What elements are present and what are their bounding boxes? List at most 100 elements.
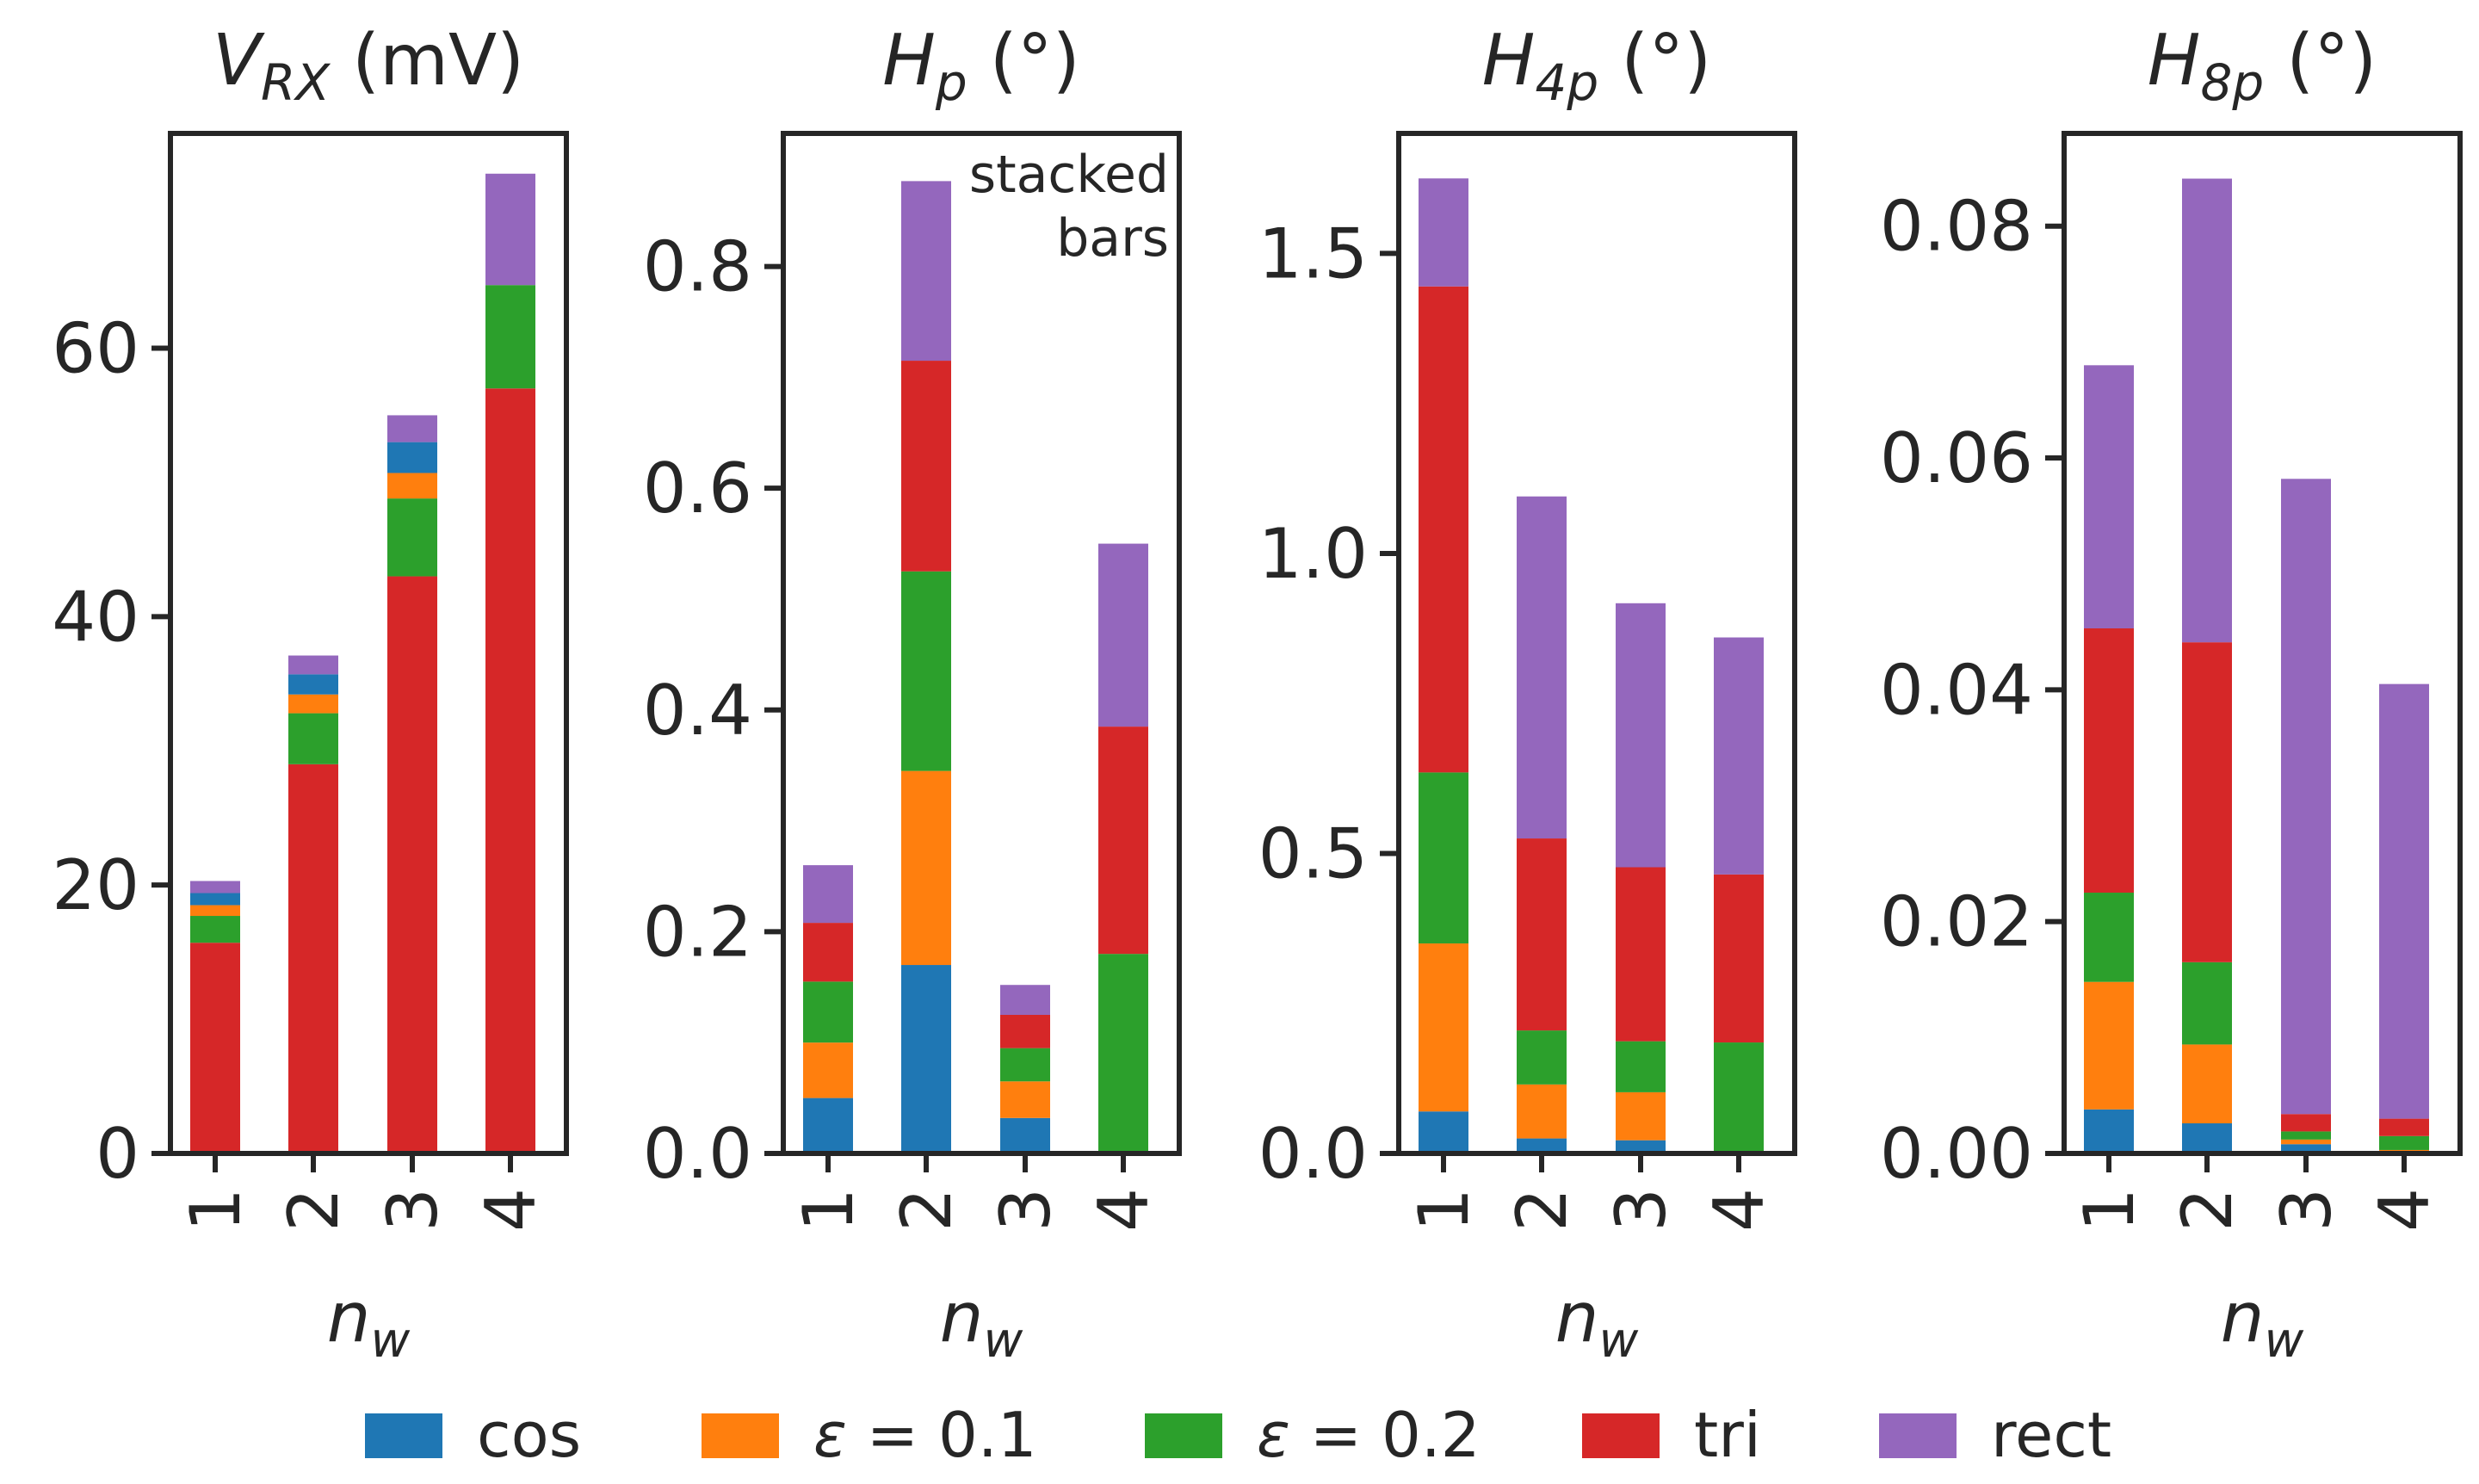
y-tick-label: 0.06 xyxy=(1880,418,2033,498)
bar-tri-n4 xyxy=(1098,727,1148,955)
x-tick-label: 3 xyxy=(1601,1188,1681,1232)
bar-tri-n4 xyxy=(485,388,535,1153)
bar-rect-n1 xyxy=(803,865,853,924)
bar-eps02-n4 xyxy=(1714,1042,1764,1153)
x-tick-label: 1 xyxy=(176,1188,256,1232)
bar-cos-n1 xyxy=(190,893,240,906)
axes-frame xyxy=(1396,131,1797,1156)
bar-cos-n2 xyxy=(2182,1122,2232,1153)
x-tick-label: 4 xyxy=(1084,1188,1164,1232)
bar-tri-n3 xyxy=(387,576,437,1153)
legend-label-rect: rect xyxy=(1991,1399,2111,1471)
bar-eps01-n1 xyxy=(2084,981,2134,1110)
bar-eps01-n3 xyxy=(387,473,437,499)
y-tick-label: 0.0 xyxy=(1258,1114,1368,1194)
bar-eps02-n1 xyxy=(190,916,240,943)
bar-tri-n1 xyxy=(803,923,853,982)
y-tick-label: 0.08 xyxy=(1880,187,2033,267)
bar-tri-n4 xyxy=(1714,874,1764,1043)
bar-cos-n2 xyxy=(288,674,338,695)
x-axis-label: nw xyxy=(327,1277,411,1369)
annotation-text: stacked xyxy=(969,145,1169,205)
bar-cos-n1 xyxy=(803,1098,853,1153)
legend-swatch-eps01 xyxy=(702,1413,779,1458)
x-tick-label: 4 xyxy=(2365,1188,2445,1232)
bar-eps01-n3 xyxy=(1000,1081,1050,1118)
bar-cos-n2 xyxy=(1517,1138,1567,1153)
bar-eps02-n2 xyxy=(901,571,951,771)
bar-eps02-n4 xyxy=(1098,954,1148,1153)
bar-tri-n4 xyxy=(2379,1118,2429,1136)
bar-eps02-n1 xyxy=(2084,893,2134,982)
bar-eps02-n3 xyxy=(1616,1041,1666,1092)
axes-frame xyxy=(781,131,1182,1156)
bar-rect-n1 xyxy=(2084,365,2134,628)
bar-eps01-n4 xyxy=(2379,1149,2429,1152)
bar-rect-n4 xyxy=(2379,683,2429,1119)
bar-rect-n2 xyxy=(2182,178,2232,643)
bar-tri-n2 xyxy=(288,764,338,1153)
x-tick-label: 3 xyxy=(986,1188,1066,1232)
y-tick-label: 0.04 xyxy=(1880,650,2033,730)
y-tick-label: 0.0 xyxy=(643,1114,752,1194)
x-tick-label: 2 xyxy=(887,1188,967,1232)
axes-frame xyxy=(168,131,569,1156)
bar-eps01-n1 xyxy=(190,905,240,917)
y-tick-label: 60 xyxy=(52,308,139,388)
legend-label-eps02: ε = 0.2 xyxy=(1257,1399,1481,1471)
bar-tri-n2 xyxy=(2182,642,2232,962)
bar-eps02-n2 xyxy=(288,713,338,764)
bar-eps01-n2 xyxy=(1517,1084,1567,1139)
bar-tri-n3 xyxy=(1616,867,1666,1042)
y-tick-label: 0.8 xyxy=(643,227,752,307)
bar-rect-n2 xyxy=(901,181,951,362)
bar-cos-n2 xyxy=(901,965,951,1153)
legend-swatch-cos xyxy=(365,1413,442,1458)
bar-eps02-n4 xyxy=(2379,1135,2429,1150)
bar-eps02-n2 xyxy=(2182,962,2232,1045)
bar-eps02-n3 xyxy=(2281,1131,2331,1140)
bar-eps01-n3 xyxy=(1616,1091,1666,1141)
annotation-text: bars xyxy=(1056,208,1169,269)
bar-tri-n2 xyxy=(901,361,951,572)
bar-eps01-n1 xyxy=(803,1042,853,1098)
bar-cos-n1 xyxy=(1419,1111,1468,1153)
x-tick-label: 1 xyxy=(1404,1188,1484,1232)
bar-eps02-n4 xyxy=(485,285,535,389)
y-tick-label: 0.4 xyxy=(643,671,752,751)
bar-eps02-n1 xyxy=(803,981,853,1043)
bar-rect-n3 xyxy=(387,415,437,442)
panel-1: 0 20 40 60 1 2 3 4 VRX (mV) nw xyxy=(52,20,569,1369)
y-tick-label: 0.5 xyxy=(1258,813,1368,893)
bar-eps02-n3 xyxy=(387,498,437,577)
panel-3: 0.0 0.5 1.0 1.5 1 2 3 4 H4p (°) nw xyxy=(1258,20,1797,1369)
x-tick-label: 4 xyxy=(1699,1188,1779,1232)
bar-tri-n2 xyxy=(1517,838,1567,1031)
panel-title: H4p (°) xyxy=(1482,20,1711,112)
y-tick-label: 0.00 xyxy=(1880,1114,2033,1194)
bar-eps01-n3 xyxy=(2281,1139,2331,1145)
legend-swatch-rect xyxy=(1879,1413,1957,1458)
y-tick-label: 40 xyxy=(52,577,139,657)
y-tick-label: 0.2 xyxy=(643,892,752,972)
x-tick-label: 4 xyxy=(471,1188,551,1232)
bar-rect-n1 xyxy=(190,881,240,893)
bar-eps02-n1 xyxy=(1419,772,1468,944)
bar-cos-n3 xyxy=(1616,1140,1666,1153)
bar-tri-n3 xyxy=(1000,1014,1050,1048)
bar-tri-n1 xyxy=(1419,286,1468,773)
bar-rect-n3 xyxy=(1616,603,1666,868)
panel-title: H8p (°) xyxy=(2148,20,2377,112)
y-tick-label: 0.02 xyxy=(1880,882,2033,962)
bar-eps02-n2 xyxy=(1517,1030,1567,1085)
x-axis-label: nw xyxy=(2221,1277,2304,1369)
legend-label-eps01: ε = 0.1 xyxy=(813,1399,1037,1471)
x-axis-label: nw xyxy=(940,1277,1023,1369)
legend-label-cos: cos xyxy=(477,1399,581,1471)
legend-swatch-eps02 xyxy=(1145,1413,1222,1458)
legend: cos ε = 0.1 ε = 0.2 tri rect xyxy=(365,1399,2111,1471)
bar-tri-n1 xyxy=(190,943,240,1153)
bar-eps01-n1 xyxy=(1419,943,1468,1112)
bar-cos-n3 xyxy=(387,442,437,473)
